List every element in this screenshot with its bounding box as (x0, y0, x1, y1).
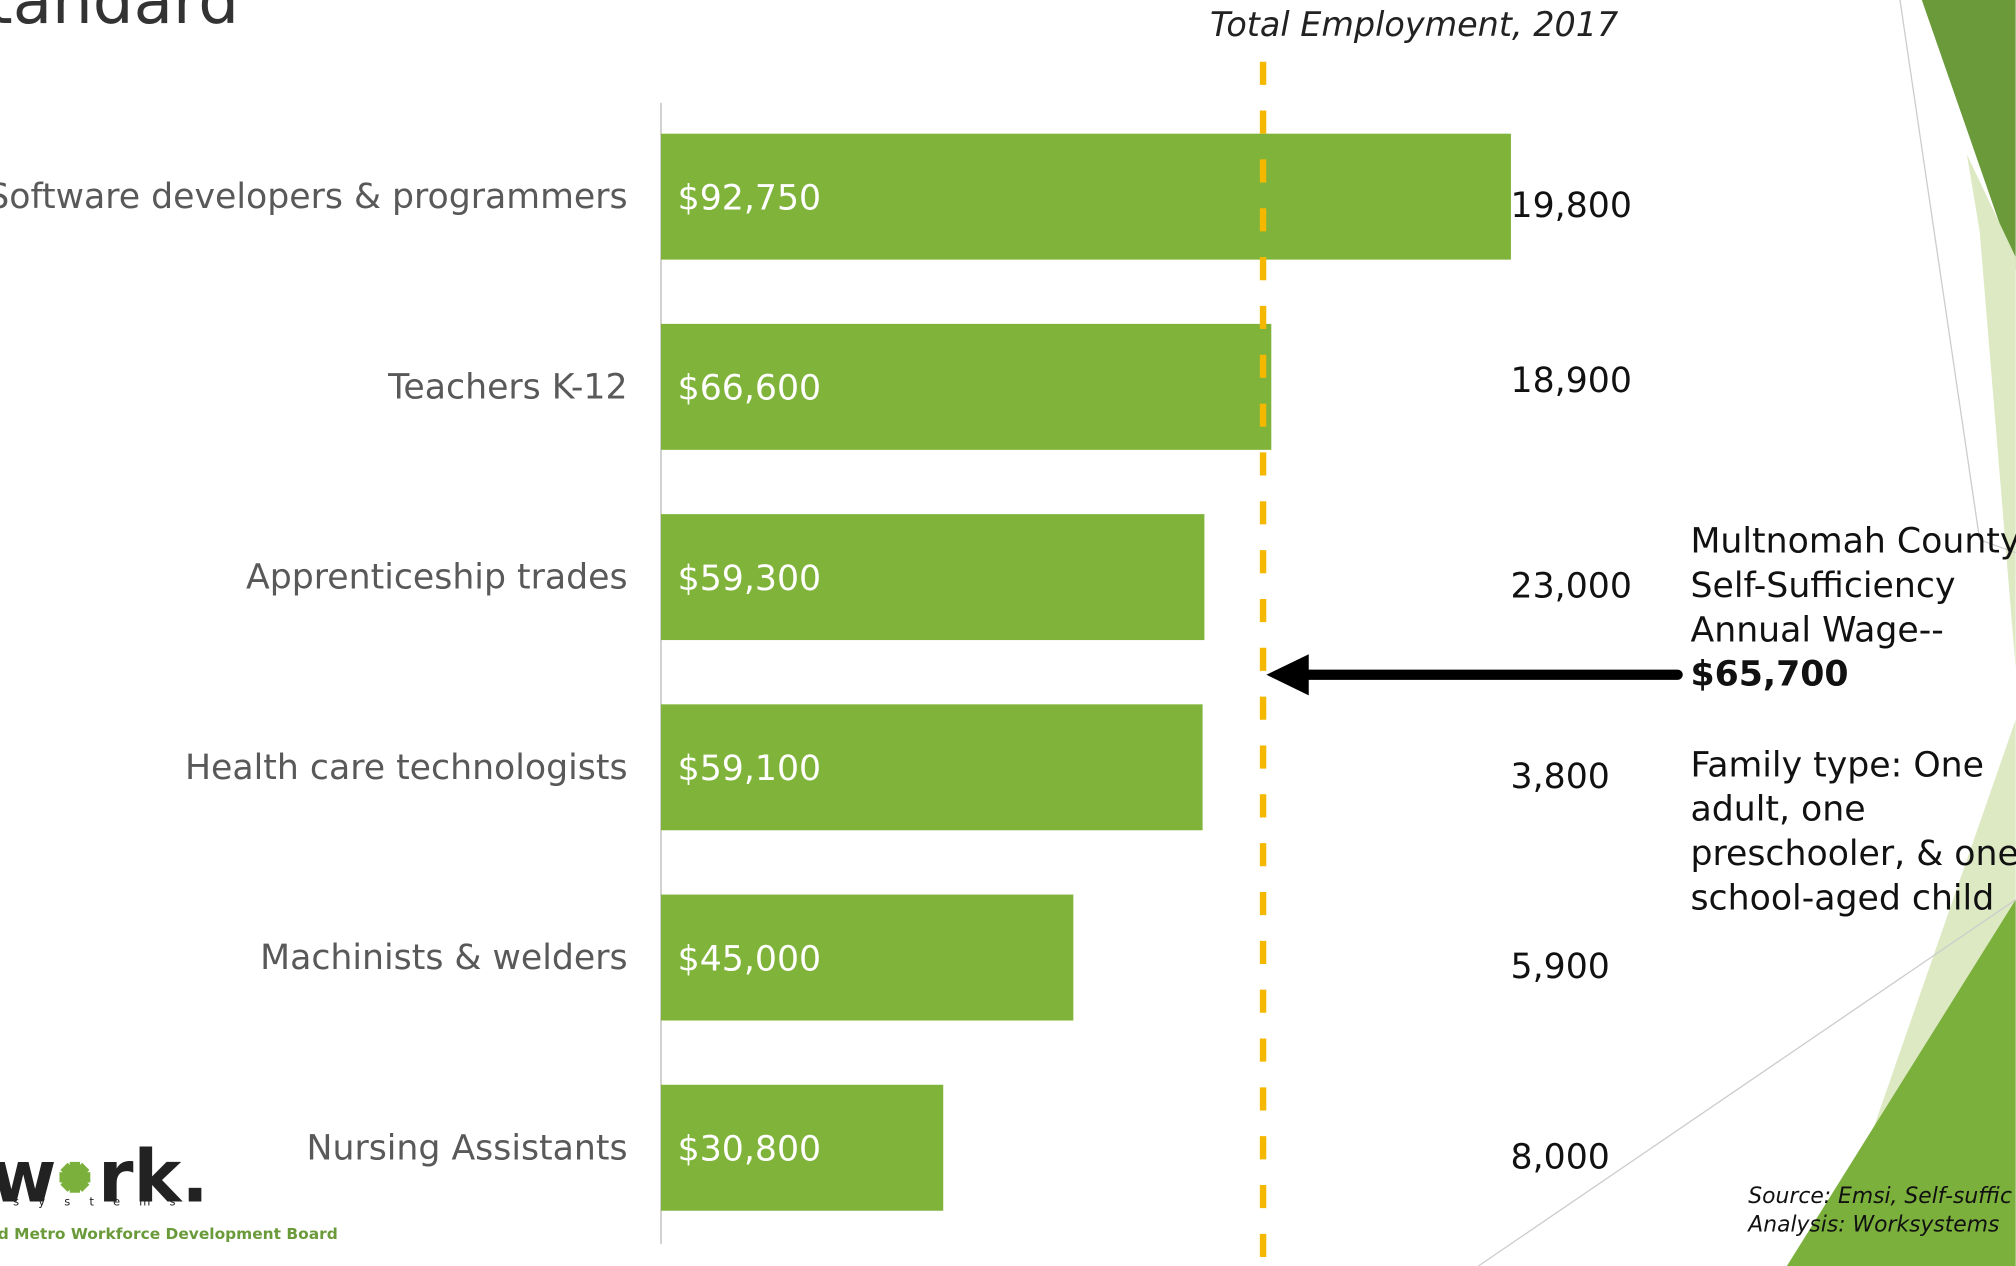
decoration-line (1899, 0, 1981, 540)
category-label: Teachers K-12 (387, 367, 627, 407)
value-label: $59,100 (678, 749, 821, 789)
category-label: Nursing Assistants (307, 1128, 628, 1168)
bar (660, 514, 1205, 641)
annotation-text: Multnomah County (1690, 522, 2016, 562)
logo-icon (59, 1161, 91, 1193)
annotation-note: Family type: One (1690, 745, 1983, 785)
employment-label: 5,900 (1511, 947, 1610, 987)
category-label: Software developers & programmers (0, 177, 628, 217)
employment-label: 3,800 (1511, 757, 1610, 797)
bar (660, 1084, 944, 1211)
logo-tagline: s y s t e m s (13, 1195, 183, 1209)
employment-label: 18,900 (1511, 361, 1632, 401)
employment-header: Total Employment, 2017 (1210, 5, 1618, 44)
logo-board: d Metro Workforce Development Board (0, 1225, 338, 1243)
employment-label: 8,000 (1511, 1137, 1610, 1177)
slide-title: tandard (0, 0, 239, 39)
decoration (1966, 154, 2016, 669)
employment-label: 23,000 (1511, 567, 1632, 607)
logo-text: rk. (98, 1135, 209, 1219)
bar (660, 894, 1074, 1021)
arrow-head (1266, 654, 1309, 696)
category-label: Machinists & welders (260, 938, 627, 978)
value-label: $66,600 (678, 369, 821, 409)
decoration-line (1979, 539, 2016, 554)
value-label: $92,750 (678, 179, 821, 219)
plot: Software developers & programmers $92,750… (0, 133, 1632, 1211)
value-label: $59,300 (678, 559, 821, 599)
annotation-note: school-aged child (1690, 878, 1994, 918)
category-label: Apprenticeship trades (246, 558, 628, 598)
annotation-text: Self-Sufficiency (1690, 566, 1955, 606)
bar (660, 133, 1511, 260)
bar (660, 704, 1203, 831)
source-text: Analysis: Worksystems (1746, 1212, 1999, 1237)
annotation-note: adult, one (1690, 790, 1865, 830)
decoration-line (1478, 899, 2016, 1266)
annotation-text: Annual Wage-- (1690, 610, 1943, 650)
source-text: Source: Emsi, Self-suffic (1748, 1184, 2012, 1209)
employment-label: 19,800 (1511, 186, 1632, 226)
logo-text: w (0, 1135, 57, 1219)
bar (660, 323, 1272, 450)
value-label: $30,800 (678, 1130, 821, 1170)
category-label: Health care technologists (185, 748, 628, 788)
decoration (1921, 0, 2016, 270)
annotation-note: preschooler, & one (1690, 834, 2016, 874)
annotation-value: $65,700 (1690, 655, 1848, 695)
value-label: $45,000 (678, 939, 821, 979)
